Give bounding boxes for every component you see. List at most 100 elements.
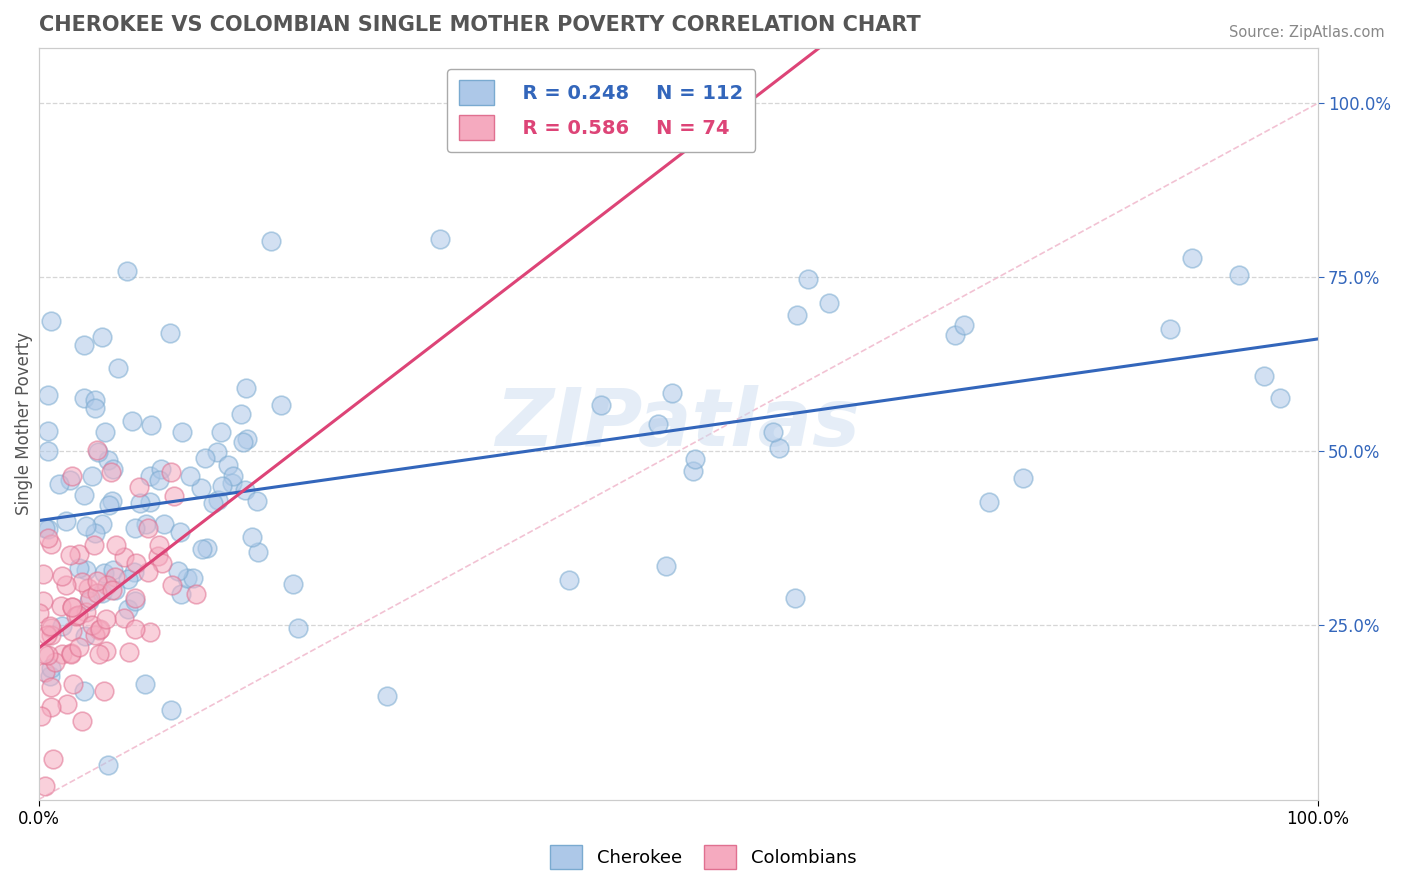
Point <box>236 432 259 446</box>
Point <box>139 468 162 483</box>
Point <box>87 445 110 459</box>
Point <box>129 496 152 510</box>
Point <box>51 619 73 633</box>
Point <box>91 517 114 532</box>
Point <box>101 494 124 508</box>
Point <box>655 558 678 573</box>
Point <box>558 573 581 587</box>
Point <box>77 594 100 608</box>
Point <box>89 623 111 637</box>
Point <box>270 398 292 412</box>
Point <box>84 525 107 540</box>
Point <box>55 514 77 528</box>
Point <box>153 517 176 532</box>
Point <box>160 703 183 717</box>
Point <box>1159 322 1181 336</box>
Point <box>60 646 83 660</box>
Point <box>222 469 245 483</box>
Point <box>818 295 841 310</box>
Point <box>117 602 139 616</box>
Point <box>152 556 174 570</box>
Point <box>122 565 145 579</box>
Text: Source: ZipAtlas.com: Source: ZipAtlas.com <box>1229 25 1385 40</box>
Point <box>60 468 83 483</box>
Point <box>160 465 183 479</box>
Point <box>281 576 304 591</box>
Point <box>647 417 669 432</box>
Point <box>75 519 97 533</box>
Point <box>93 566 115 580</box>
Point <box>62 676 84 690</box>
Point <box>62 599 84 614</box>
Point <box>148 538 170 552</box>
Point <box>786 309 808 323</box>
Point <box>136 521 159 535</box>
Point <box>768 442 790 456</box>
Point <box>60 600 83 615</box>
Point <box>76 582 98 596</box>
Point <box>953 318 976 333</box>
Point <box>34 521 56 535</box>
Point <box>159 326 181 341</box>
Point <box>148 473 170 487</box>
Point <box>176 571 198 585</box>
Point <box>101 563 124 577</box>
Point <box>86 443 108 458</box>
Point <box>90 330 112 344</box>
Point <box>134 677 156 691</box>
Point <box>32 647 55 661</box>
Point <box>86 574 108 588</box>
Text: ZIPatlas: ZIPatlas <box>495 384 860 463</box>
Point <box>67 640 90 654</box>
Point <box>149 461 172 475</box>
Point <box>247 544 270 558</box>
Point <box>179 468 201 483</box>
Point <box>240 530 263 544</box>
Point <box>762 425 785 439</box>
Point <box>139 495 162 509</box>
Text: CHEROKEE VS COLOMBIAN SINGLE MOTHER POVERTY CORRELATION CHART: CHEROKEE VS COLOMBIAN SINGLE MOTHER POVE… <box>38 15 921 35</box>
Point <box>79 591 101 605</box>
Point <box>135 516 157 531</box>
Point <box>96 612 118 626</box>
Point <box>34 665 56 679</box>
Point <box>49 599 72 614</box>
Point <box>73 391 96 405</box>
Point <box>112 549 135 564</box>
Point <box>287 621 309 635</box>
Point <box>91 586 114 600</box>
Point <box>59 548 82 562</box>
Point <box>232 434 254 449</box>
Point <box>41 681 63 695</box>
Point <box>661 386 683 401</box>
Point <box>136 565 159 579</box>
Point <box>1012 471 1035 485</box>
Point <box>35 628 58 642</box>
Point <box>124 594 146 608</box>
Point <box>121 414 143 428</box>
Point <box>83 628 105 642</box>
Point <box>51 569 73 583</box>
Point <box>170 425 193 439</box>
Point <box>101 462 124 476</box>
Point <box>83 538 105 552</box>
Point <box>93 684 115 698</box>
Point <box>32 594 55 608</box>
Legend:   R = 0.248    N = 112,   R = 0.586    N = 74: R = 0.248 N = 112, R = 0.586 N = 74 <box>447 69 755 152</box>
Point <box>160 578 183 592</box>
Point <box>105 539 128 553</box>
Point <box>104 569 127 583</box>
Point <box>37 648 59 662</box>
Point <box>1253 368 1275 383</box>
Point <box>1181 252 1204 266</box>
Point <box>107 361 129 376</box>
Point <box>39 619 62 633</box>
Point <box>235 381 257 395</box>
Point <box>60 624 83 638</box>
Point <box>682 464 704 478</box>
Point <box>72 714 94 729</box>
Point <box>211 479 233 493</box>
Point <box>163 489 186 503</box>
Point <box>217 458 239 473</box>
Point <box>37 522 59 536</box>
